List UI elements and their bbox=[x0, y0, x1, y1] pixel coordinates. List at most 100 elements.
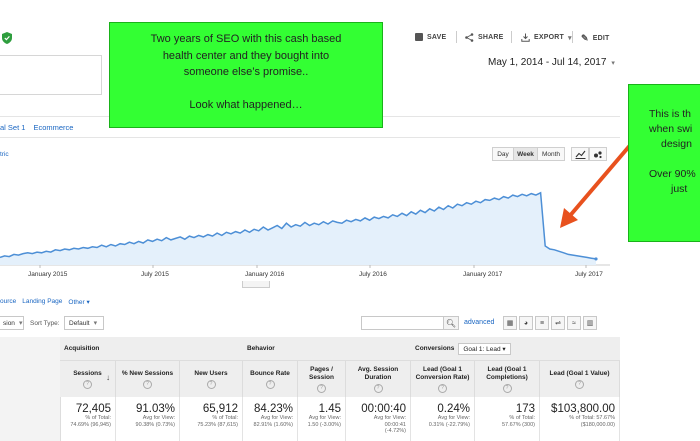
dimension-column bbox=[0, 337, 61, 441]
line-chart-icon bbox=[575, 150, 585, 159]
total-value: 65,912 bbox=[202, 403, 238, 415]
help-icon[interactable]: ? bbox=[83, 379, 92, 389]
term-cloud-button[interactable]: ≈ bbox=[567, 316, 581, 330]
metric-selector[interactable]: tric bbox=[0, 151, 9, 158]
column-header-label: Pages / Session bbox=[309, 365, 334, 381]
column-header[interactable]: Lead (Goal 1 Completions)? bbox=[475, 361, 540, 397]
sort-type-select[interactable]: Default ▾ bbox=[64, 316, 104, 330]
sort-desc-icon: ↓ bbox=[106, 373, 110, 382]
chevron-down-icon: ▾ bbox=[86, 299, 90, 306]
toolbar-divider bbox=[456, 31, 457, 43]
total-subtext: Avg for View: bbox=[373, 415, 406, 421]
chevron-down-icon: ▾ bbox=[93, 320, 98, 327]
toolbar-divider bbox=[572, 31, 573, 43]
line-chart-button[interactable] bbox=[571, 147, 589, 161]
chevron-down-icon: ▾ bbox=[18, 320, 23, 327]
granularity-month-button[interactable]: Month bbox=[537, 147, 565, 161]
help-icon[interactable]: ? bbox=[265, 379, 275, 389]
pivot-icon: ▥ bbox=[586, 320, 594, 327]
total-cell: 84.23% Avg for View: 82.91% (1.60%) bbox=[243, 397, 298, 441]
annotation-arrow bbox=[560, 141, 634, 228]
chart-gridlines bbox=[39, 265, 587, 268]
column-header[interactable]: Bounce Rate? bbox=[243, 361, 298, 397]
grid-icon: ▦ bbox=[506, 320, 514, 327]
chart-point bbox=[594, 257, 598, 261]
dimension-other[interactable]: Other ▾ bbox=[68, 299, 90, 306]
sessions-chart bbox=[0, 191, 610, 268]
column-header[interactable]: Lead (Goal 1 Conversion Rate)? bbox=[411, 361, 475, 397]
total-subtext: 00:00:41 bbox=[384, 421, 406, 428]
search-button[interactable]: 🔍︎ bbox=[443, 316, 459, 330]
performance-view-button[interactable]: ≡ bbox=[535, 316, 549, 330]
help-icon[interactable]: ? bbox=[206, 379, 216, 389]
toolbar-divider bbox=[511, 31, 512, 43]
edit-button[interactable]: ✎ EDIT bbox=[581, 33, 610, 43]
behavior-header: Behavior bbox=[243, 337, 411, 361]
sort-type-label: Sort Type: bbox=[30, 320, 60, 327]
total-cell: 00:00:40 Avg for View: 00:00:41 (-4.72%) bbox=[346, 397, 411, 441]
total-cell: 173% of Total: 57.67% (300) bbox=[475, 397, 540, 441]
column-header[interactable]: Avg. Session Duration? bbox=[346, 361, 411, 397]
goal-select[interactable]: Goal 1: Lead ▾ bbox=[458, 342, 511, 355]
help-icon[interactable]: ? bbox=[438, 383, 447, 393]
segment-picker[interactable] bbox=[0, 55, 102, 95]
primary-dimension-links: ource Landing Page Other ▾ bbox=[0, 298, 90, 306]
export-button[interactable]: EXPORT ▾ bbox=[521, 33, 572, 42]
save-button[interactable]: SAVE bbox=[415, 33, 446, 41]
total-value: 00:00:40 bbox=[361, 403, 406, 415]
cloud-icon: ≈ bbox=[572, 319, 576, 327]
dimension-source[interactable]: ource bbox=[0, 298, 17, 305]
total-value: 1.45 bbox=[318, 403, 341, 415]
total-subtext: 74.69% (96,945) bbox=[70, 421, 111, 428]
total-subtext: Avg for View: bbox=[142, 415, 175, 421]
total-subtext: 0.31% (-22.79%) bbox=[428, 421, 470, 428]
total-value: 91.03% bbox=[135, 403, 175, 415]
divider bbox=[0, 137, 620, 138]
annotation-note-main: Two years of SEO with this cash based he… bbox=[109, 22, 383, 128]
search-icon: 🔍︎ bbox=[445, 318, 457, 328]
column-header[interactable]: % New Sessions? bbox=[116, 361, 180, 397]
column-header-label: New Users bbox=[194, 369, 228, 377]
shield-icon bbox=[2, 32, 12, 44]
table-view-button[interactable]: ▦ bbox=[503, 316, 517, 330]
tab-ecommerce[interactable]: Ecommerce bbox=[33, 123, 74, 132]
total-subtext: 82.91% (1.60%) bbox=[253, 421, 293, 428]
motion-chart-button[interactable] bbox=[589, 147, 607, 161]
comparison-view-button[interactable]: ⇌ bbox=[551, 316, 565, 330]
granularity-day-button[interactable]: Day bbox=[492, 147, 514, 161]
total-subtext: 75.23% (87,615) bbox=[197, 421, 238, 428]
date-range-picker[interactable]: May 1, 2014 - Jul 14, 2017 ▾ bbox=[488, 57, 615, 68]
total-subtext: % of Total: bbox=[85, 415, 111, 421]
column-header[interactable]: Lead (Goal 1 Value)? bbox=[540, 361, 620, 397]
total-value: $103,800.00 bbox=[551, 403, 615, 415]
secondary-dimension-select[interactable]: sion ▾ bbox=[0, 316, 24, 330]
column-header[interactable]: Sessions? ↓ bbox=[60, 361, 116, 397]
column-header-label: Lead (Goal 1 Completions) bbox=[486, 365, 528, 381]
column-header-label: Sessions bbox=[73, 369, 102, 377]
percentage-view-button[interactable]: ◕ bbox=[519, 316, 533, 330]
help-icon[interactable]: ? bbox=[143, 379, 152, 389]
total-subtext: 90.38% (0.73%) bbox=[135, 421, 175, 428]
help-icon[interactable]: ? bbox=[575, 379, 584, 389]
bubble-chart-icon bbox=[594, 150, 602, 158]
total-value: 0.24% bbox=[437, 403, 470, 415]
total-value: 72,405 bbox=[75, 403, 111, 415]
total-subtext: % of Total: 57.67% bbox=[569, 415, 615, 421]
column-header[interactable]: Pages / Session? bbox=[298, 361, 346, 397]
chevron-down-icon: ▾ bbox=[611, 59, 615, 67]
dimension-landing-page[interactable]: Landing Page bbox=[22, 298, 63, 305]
granularity-week-button[interactable]: Week bbox=[513, 147, 538, 161]
column-header[interactable]: New Users? bbox=[180, 361, 243, 397]
x-tick-label: January 2015 bbox=[28, 271, 68, 278]
total-subtext: Avg for View: bbox=[437, 415, 470, 421]
advanced-filter-link[interactable]: advanced bbox=[464, 319, 495, 326]
x-tick-label: January 2016 bbox=[245, 271, 285, 278]
tab-goal-set-1[interactable]: al Set 1 bbox=[0, 123, 26, 132]
pivot-view-button[interactable]: ▥ bbox=[583, 316, 597, 330]
help-icon[interactable]: ? bbox=[373, 383, 383, 393]
help-icon[interactable]: ? bbox=[502, 383, 512, 393]
share-button[interactable]: SHARE bbox=[465, 33, 504, 42]
total-subtext: 57.67% (300) bbox=[501, 421, 535, 428]
chart-resize-handle[interactable] bbox=[242, 281, 270, 288]
help-icon[interactable]: ? bbox=[317, 383, 326, 393]
